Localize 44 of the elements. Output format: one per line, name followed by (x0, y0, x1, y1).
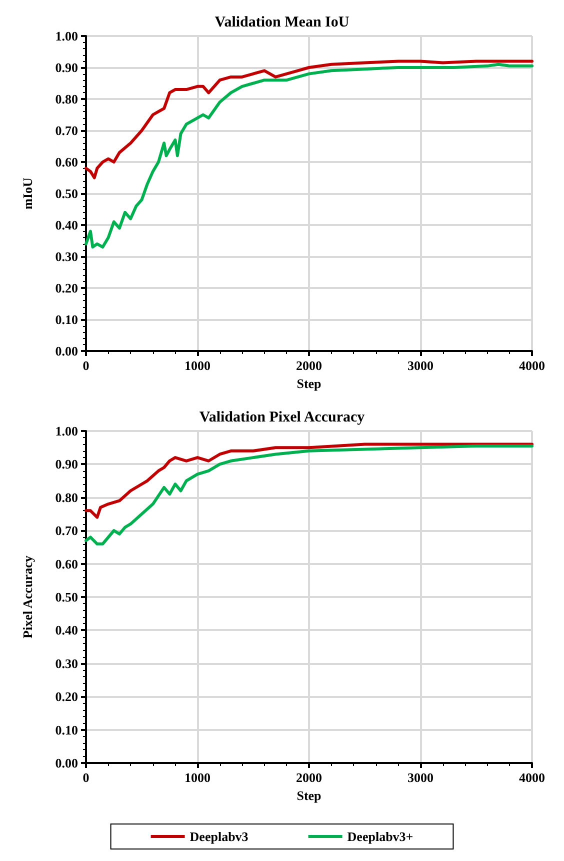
line-series (84, 62, 534, 249)
chart-title: Validation Pixel Accuracy (199, 410, 366, 426)
chart-title: Validation Mean IoU (214, 14, 350, 30)
y-tick-label: 0.60 (55, 154, 78, 170)
y-tick-label: 0.20 (55, 280, 78, 296)
y-tick-label: 0.90 (55, 60, 78, 75)
y-tick-label: 0.40 (55, 622, 78, 638)
y-tick-label: 1.00 (55, 424, 78, 438)
y-tick-label: 0.50 (55, 186, 78, 201)
y-tick-label: 0.20 (55, 689, 78, 704)
x-axis-title: Step (296, 788, 322, 803)
legend-label: Deeplabv3+ (347, 829, 414, 844)
y-tick-label: 0.00 (55, 756, 78, 770)
y-tick-label: 0.50 (55, 590, 78, 604)
y-tick-label: 0.60 (55, 556, 78, 572)
y-tick-label: 0.30 (55, 249, 78, 264)
line-series (84, 60, 534, 180)
y-tick-label: 1.00 (55, 28, 78, 44)
x-tick-label: 1000 (184, 358, 210, 373)
y-tick-label: 0.90 (55, 456, 78, 472)
y-axis-title: mIoU (20, 177, 35, 210)
y-tick-label: 0.70 (55, 523, 78, 538)
y-tick-label: 0.40 (55, 218, 78, 232)
y-tick-label: 0.80 (55, 490, 78, 505)
y-tick-label: 0.10 (55, 722, 78, 738)
x-tick-label: 3000 (408, 358, 434, 373)
line-series (84, 442, 534, 519)
x-tick-label: 4000 (519, 358, 545, 373)
x-tick-label: 0 (82, 358, 90, 373)
y-tick-label: 0.80 (55, 92, 78, 106)
x-tick-label: 3000 (408, 770, 434, 785)
y-axis-title: Pixel Accuracy (20, 555, 35, 638)
y-tick-label: 0.00 (55, 344, 78, 358)
x-tick-label: 2000 (296, 770, 322, 785)
x-tick-label: 4000 (519, 770, 545, 785)
y-tick-label: 0.70 (55, 123, 78, 138)
x-tick-label: 0 (82, 770, 90, 785)
legend-label: Deeplabv3 (190, 829, 249, 844)
y-tick-label: 0.30 (55, 656, 78, 671)
x-tick-label: 1000 (184, 770, 210, 785)
x-tick-label: 2000 (296, 358, 322, 373)
line-series (84, 444, 534, 546)
x-axis-title: Step (296, 376, 322, 391)
y-tick-label: 0.10 (55, 312, 78, 327)
